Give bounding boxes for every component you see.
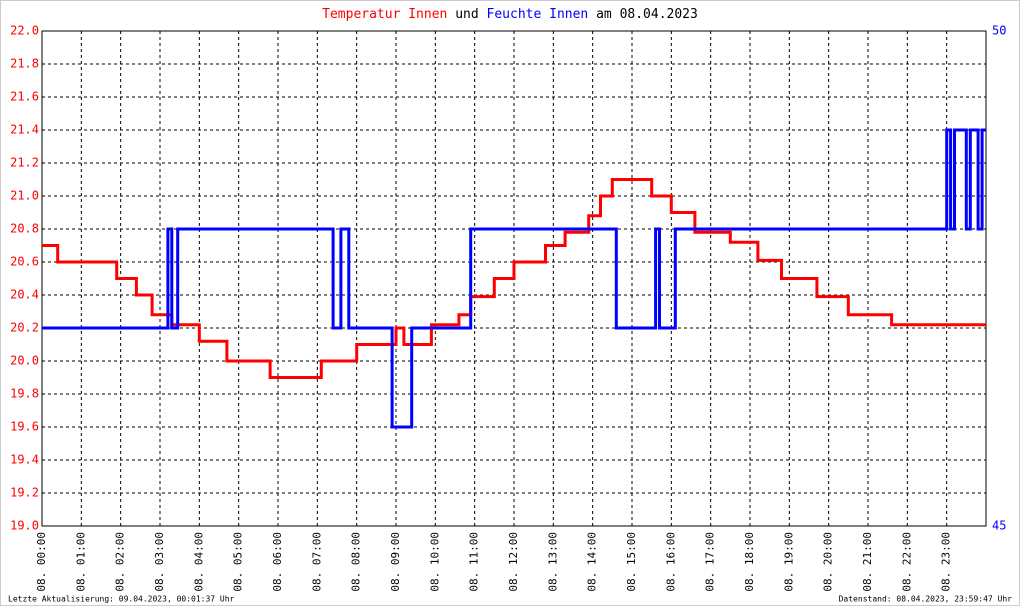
chart-title: Temperatur Innen und Feuchte Innen am 08… xyxy=(322,7,698,22)
x-tick-label: 08. 17:00 xyxy=(704,532,717,592)
x-tick-label: 08. 20:00 xyxy=(822,532,835,592)
y-tick-label: 20.6 xyxy=(10,255,39,269)
x-tick-label: 08. 03:00 xyxy=(153,532,166,592)
y-tick-label: 20.2 xyxy=(10,321,39,335)
x-tick-label: 08. 07:00 xyxy=(310,532,323,592)
plot-border xyxy=(41,30,987,527)
y-tick-label: 20.8 xyxy=(10,222,39,236)
x-tick-label: 08. 22:00 xyxy=(900,532,913,592)
y2-tick-label: 45 xyxy=(992,519,1006,533)
y-tick-label: 20.4 xyxy=(10,288,39,302)
x-tick-label: 08. 00:00 xyxy=(35,532,48,592)
x-tick-label: 08. 18:00 xyxy=(743,532,756,592)
footer-left: Letzte Aktualisierung: 09.04.2023, 00:01… xyxy=(8,595,235,604)
x-tick-label: 08. 06:00 xyxy=(271,532,284,592)
x-tick-label: 08. 05:00 xyxy=(232,532,245,592)
x-tick-label: 08. 04:00 xyxy=(192,532,205,592)
x-tick-label: 08. 09:00 xyxy=(389,532,402,592)
x-tick-label: 08. 21:00 xyxy=(861,532,874,592)
y-tick-label: 21.0 xyxy=(10,189,39,203)
y-tick-label: 19.2 xyxy=(10,486,39,500)
x-tick-label: 08. 23:00 xyxy=(940,532,953,592)
y2-tick-label: 50 xyxy=(992,24,1006,38)
y-tick-label: 21.4 xyxy=(10,123,39,137)
series-line xyxy=(42,178,986,379)
y-tick-label: 19.8 xyxy=(10,387,39,401)
y-tick-label: 21.8 xyxy=(10,57,39,71)
x-tick-label: 08. 16:00 xyxy=(664,532,677,592)
y-tick-label: 19.6 xyxy=(10,420,39,434)
x-tick-label: 08. 02:00 xyxy=(114,532,127,592)
y-tick-label: 19.0 xyxy=(10,519,39,533)
x-tick-label: 08. 10:00 xyxy=(428,532,441,592)
x-tick-label: 08. 15:00 xyxy=(625,532,638,592)
y-tick-label: 19.4 xyxy=(10,453,39,467)
x-tick-label: 08. 14:00 xyxy=(586,532,599,592)
title-series-1: Temperatur Innen xyxy=(322,7,447,22)
x-tick-label: 08. 19:00 xyxy=(782,532,795,592)
y-tick-label: 22.0 xyxy=(10,24,39,38)
x-tick-label: 08. 11:00 xyxy=(468,532,481,592)
x-tick-label: 08. 12:00 xyxy=(507,532,520,592)
footer-right: Datenstand: 08.04.2023, 23:59:47 Uhr xyxy=(839,595,1013,604)
x-tick-label: 08. 08:00 xyxy=(350,532,363,592)
y-tick-label: 21.6 xyxy=(10,90,39,104)
title-series-2: Feuchte Innen xyxy=(487,7,589,22)
x-tick-label: 08. 01:00 xyxy=(74,532,87,592)
title-suffix: am 08.04.2023 xyxy=(596,7,698,22)
title-connector: und xyxy=(455,7,478,22)
series-line xyxy=(42,128,986,429)
x-tick-label: 08. 13:00 xyxy=(546,532,559,592)
y-tick-label: 21.2 xyxy=(10,156,39,170)
y-tick-label: 20.0 xyxy=(10,354,39,368)
